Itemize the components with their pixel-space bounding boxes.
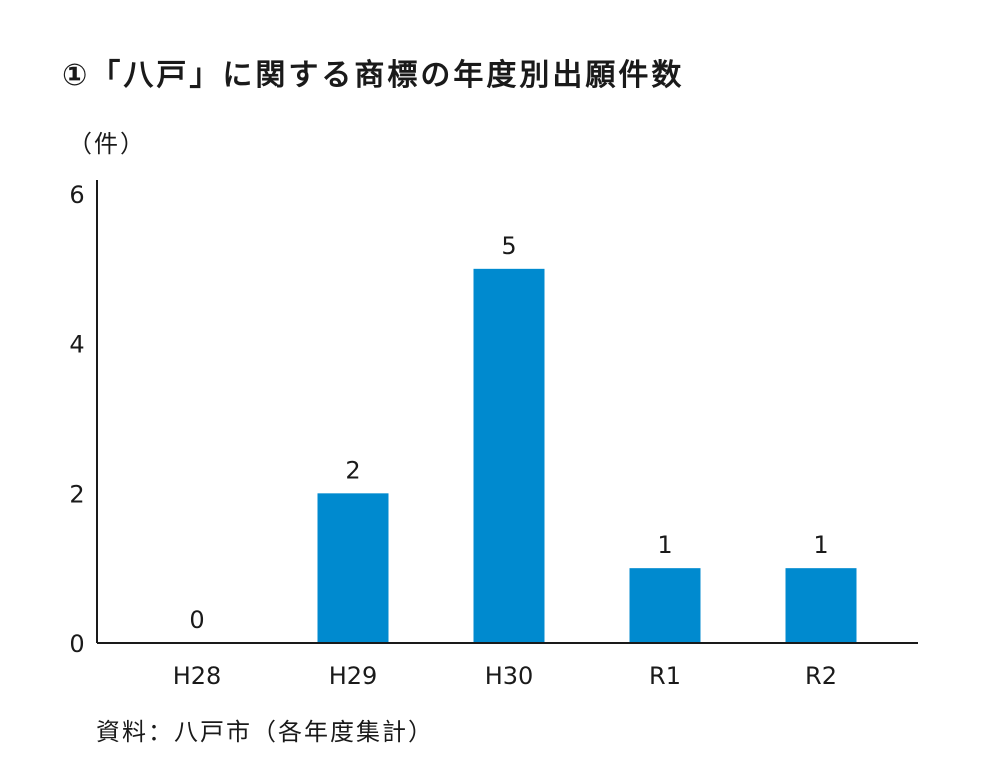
data-label-r1: 1 — [657, 531, 672, 559]
source-note: 資料：八戸市（各年度集計） — [96, 718, 434, 746]
bar-r2 — [785, 568, 857, 643]
x-tick-label-r2: R2 — [805, 662, 837, 690]
x-tick-label-h30: H30 — [485, 662, 534, 690]
y-axis-ticks: 0 2 4 6 — [69, 181, 84, 658]
data-label-h29: 2 — [345, 456, 360, 484]
y-tick-label: 6 — [69, 181, 84, 209]
chart-title: ①「八戸」に関する商標の年度別出願件数 — [62, 58, 685, 93]
data-label-h30: 5 — [501, 232, 516, 260]
y-tick-label: 4 — [69, 331, 84, 359]
bar-h30 — [473, 268, 545, 643]
y-tick-label: 0 — [69, 630, 84, 658]
x-axis-ticks: H28 H29 H30 R1 R2 — [173, 662, 837, 690]
x-tick-label-h28: H28 — [173, 662, 222, 690]
x-tick-label-h29: H29 — [329, 662, 378, 690]
bar-r1 — [629, 568, 701, 643]
bars — [317, 268, 857, 643]
data-label-r2: 1 — [813, 531, 828, 559]
data-labels: 0 2 5 1 1 — [189, 232, 828, 634]
y-axis-unit-label: （件） — [68, 130, 146, 158]
data-label-h28: 0 — [189, 606, 204, 634]
x-tick-label-r1: R1 — [649, 662, 681, 690]
y-tick-label: 2 — [69, 480, 84, 508]
bar-h29 — [317, 493, 389, 643]
